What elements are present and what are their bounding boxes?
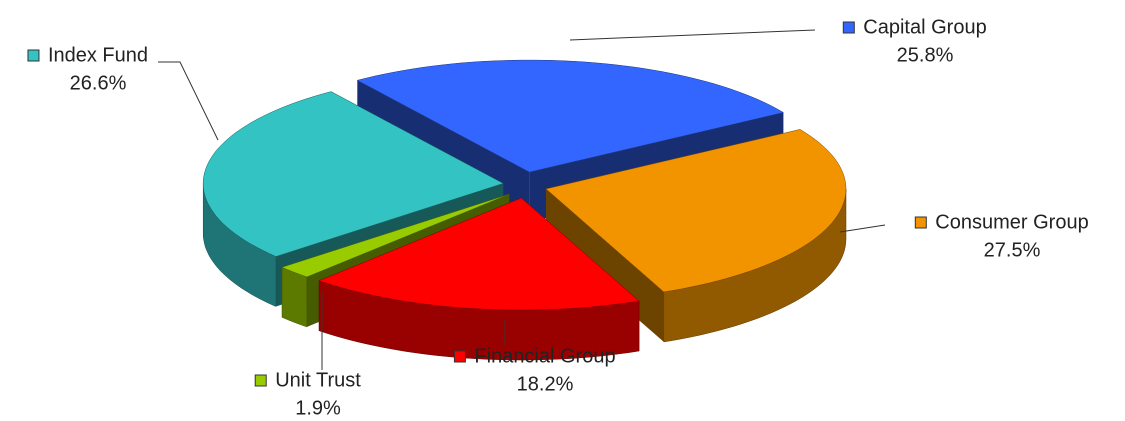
slice-top <box>202 91 504 257</box>
leader-line <box>839 224 886 233</box>
value-label: 18.2% <box>517 373 574 395</box>
slice-label: Unit Trust <box>275 369 361 391</box>
leader-line <box>569 29 816 41</box>
legend-swatch <box>27 49 40 62</box>
legend-swatch <box>254 374 267 387</box>
slice-top <box>545 129 847 293</box>
value-label: 1.9% <box>295 397 341 419</box>
slice-label: Capital Group <box>863 16 986 38</box>
leader-line <box>158 61 219 141</box>
value-label: 25.8% <box>897 44 954 66</box>
value-label: 27.5% <box>984 239 1041 261</box>
value-label: 26.6% <box>70 72 127 94</box>
slice <box>545 129 847 343</box>
slice-label: Index Fund <box>48 44 148 66</box>
slice-top <box>281 193 510 278</box>
slice <box>318 197 640 361</box>
legend-swatch <box>914 216 927 229</box>
slice-side <box>281 266 308 328</box>
slice-label: Financial Group <box>474 345 615 367</box>
slice-label: Consumer Group <box>935 211 1088 233</box>
legend-swatch <box>842 21 855 34</box>
slice-top <box>356 59 785 173</box>
legend-swatch <box>453 350 466 363</box>
slice-top <box>318 197 640 311</box>
